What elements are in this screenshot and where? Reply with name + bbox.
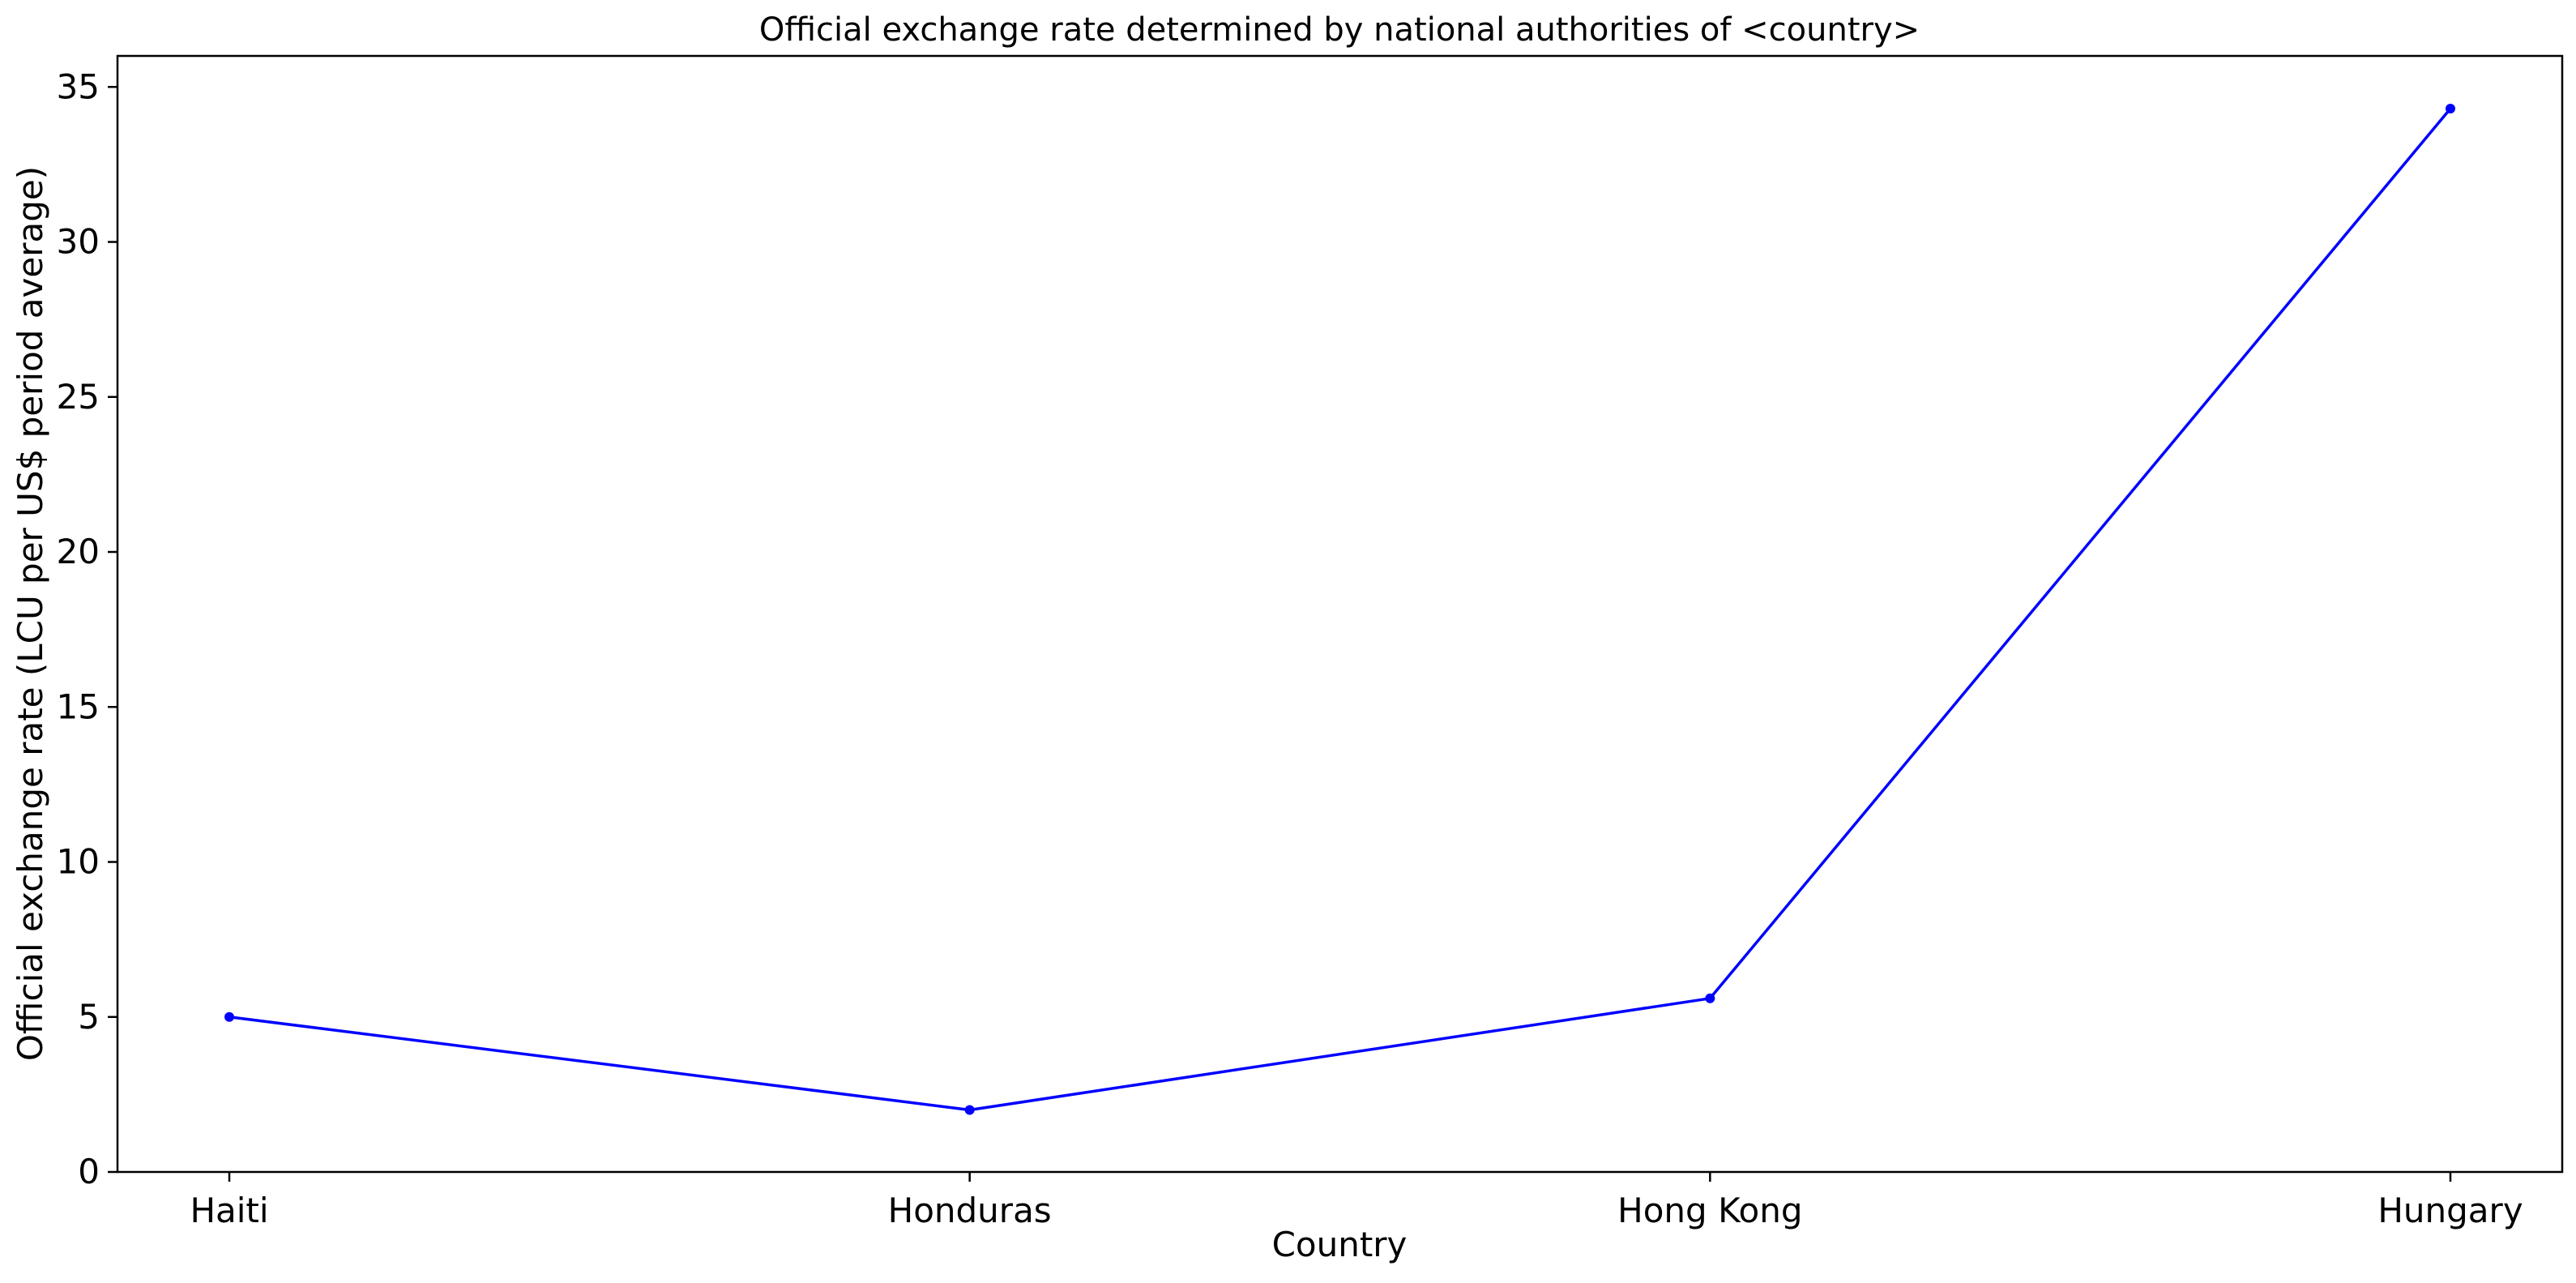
data-point — [2446, 104, 2455, 114]
plot-area — [224, 104, 2455, 1115]
data-point — [1705, 993, 1715, 1003]
y-tick-label: 5 — [78, 997, 100, 1037]
y-tick-label: 20 — [57, 532, 100, 571]
y-axis-label: Official exchange rate (LCU per US$ peri… — [11, 166, 50, 1061]
x-axis-label: Country — [1272, 1225, 1408, 1264]
plot-frame — [116, 54, 2564, 1174]
x-axis: Haiti Honduras Hong Kong Hungary — [190, 1172, 2523, 1230]
x-tick-label: Haiti — [190, 1191, 268, 1230]
x-tick-label: Honduras — [888, 1191, 1052, 1230]
y-tick-label: 10 — [57, 842, 100, 882]
x-tick-label: Hungary — [2377, 1191, 2523, 1230]
y-tick-label: 35 — [57, 66, 100, 106]
data-point — [964, 1105, 975, 1115]
y-axis: 0 5 10 15 20 25 30 35 — [57, 66, 117, 1191]
series-line — [229, 107, 2452, 1112]
y-tick-label: 15 — [57, 686, 100, 726]
chart-title: Official exchange rate determined by nat… — [759, 11, 1920, 49]
y-tick-label: 30 — [57, 222, 100, 262]
x-tick-label: Hong Kong — [1617, 1191, 1802, 1230]
y-tick-label: 0 — [78, 1152, 100, 1191]
data-point — [224, 1011, 234, 1022]
y-tick-label: 25 — [57, 377, 100, 417]
